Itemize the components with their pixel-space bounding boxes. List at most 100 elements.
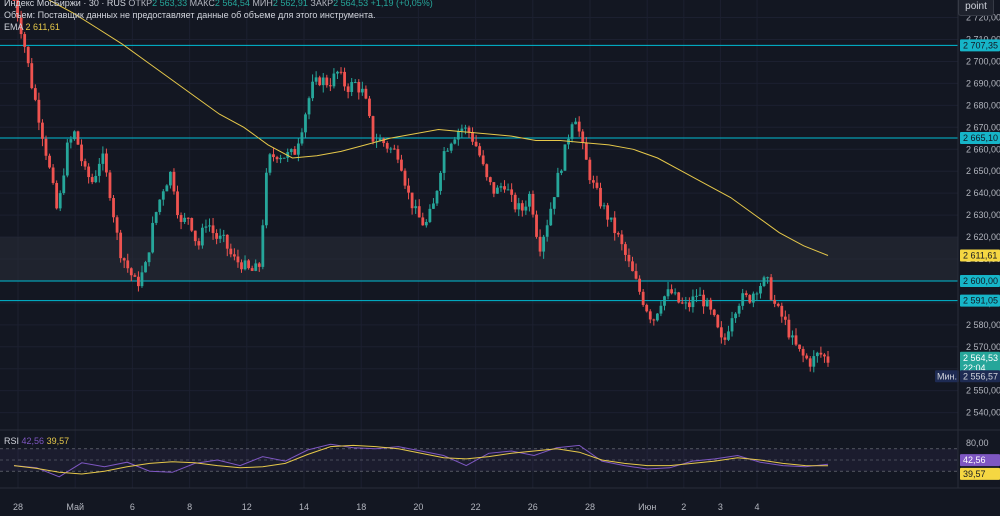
- x-tick-label: Май: [66, 502, 84, 512]
- candle-body: [12, 0, 16, 1]
- rsi-tick-label: 80,00: [966, 438, 989, 448]
- candle-body: [655, 313, 659, 321]
- ema-price-tag: [960, 249, 1000, 262]
- open-label: ОТКР: [128, 0, 153, 8]
- price-level-label: 2 665,10: [963, 133, 998, 143]
- candle-body: [48, 155, 51, 168]
- candle-body: [659, 305, 663, 314]
- candle-body: [652, 319, 656, 321]
- candle-body: [460, 128, 464, 132]
- candle-body: [339, 71, 343, 73]
- candle-body: [318, 77, 322, 86]
- candle-body: [812, 356, 816, 367]
- candle-body: [581, 131, 585, 143]
- candle-body: [560, 170, 563, 173]
- candle-body: [296, 143, 300, 155]
- y-tick-label: 2 580,00: [966, 320, 1000, 330]
- candle-body: [542, 236, 546, 252]
- candle-body: [76, 131, 80, 145]
- candle-body: [410, 192, 414, 209]
- candle-body: [780, 305, 784, 317]
- min-marker-label: 2 556,57: [963, 371, 998, 381]
- candle-body: [563, 144, 567, 171]
- candle-body: [254, 263, 258, 271]
- candle-body: [247, 260, 251, 269]
- candle-body: [62, 175, 66, 194]
- candle-body: [353, 82, 357, 84]
- candle-body: [744, 293, 748, 296]
- candle-body: [577, 121, 581, 132]
- x-tick-label: 14: [299, 502, 309, 512]
- y-tick-label: 2 670,00: [966, 122, 1000, 132]
- open-value: 2 563,33: [152, 0, 188, 8]
- candle-body: [467, 127, 471, 133]
- candle-body: [400, 159, 403, 171]
- candle-body: [392, 148, 396, 150]
- y-tick-label: 2 680,00: [966, 100, 1000, 110]
- candle-body: [421, 217, 425, 226]
- candle-body: [723, 337, 727, 340]
- candle-body: [798, 344, 801, 349]
- candle-body: [794, 335, 798, 345]
- candle-body: [648, 311, 652, 320]
- candle-body: [488, 177, 492, 183]
- candle-body: [314, 77, 318, 82]
- x-tick-label: 8: [187, 502, 192, 512]
- candle-body: [311, 81, 314, 99]
- ema-value: 2 611,61: [25, 22, 60, 32]
- candle-body: [325, 77, 329, 86]
- rsi-value-tag: [960, 454, 1000, 467]
- price-level-tag: [960, 274, 1000, 287]
- candle-body: [698, 294, 702, 296]
- y-tick-label: 2 620,00: [966, 232, 1000, 242]
- candle-body: [702, 294, 705, 307]
- candle-body: [588, 159, 592, 181]
- candle-body: [613, 217, 617, 234]
- candle-body: [513, 194, 517, 210]
- candle-body: [574, 121, 578, 125]
- candle-body: [623, 244, 627, 255]
- candle-body: [90, 177, 94, 183]
- candle-body: [122, 258, 126, 261]
- candle-body: [147, 252, 151, 263]
- x-tick-label: 4: [755, 502, 760, 512]
- x-tick-label: 18: [356, 502, 366, 512]
- candle-body: [293, 149, 297, 155]
- candle-body: [215, 233, 219, 239]
- candle-body: [275, 157, 279, 160]
- y-tick-label: 2 650,00: [966, 166, 1000, 176]
- ema-line: [48, 0, 829, 256]
- candle-body: [350, 82, 354, 92]
- candle-body: [137, 276, 140, 287]
- candle-body: [424, 221, 428, 226]
- min-marker-prefix: Мин.: [937, 371, 957, 381]
- candle-body: [161, 191, 165, 200]
- candle-body: [83, 161, 87, 167]
- x-tick-label: 20: [413, 502, 423, 512]
- candle-body: [73, 131, 76, 140]
- high-value: 2 564,54: [214, 0, 250, 8]
- price-level-tag: [960, 132, 1000, 145]
- rsi-value-label: 42,56: [963, 455, 986, 465]
- candle-body: [819, 352, 823, 355]
- candle-body: [158, 199, 162, 213]
- candle-body: [389, 148, 393, 150]
- point-button[interactable]: point: [958, 0, 994, 16]
- candle-body: [776, 303, 780, 306]
- candle-body: [204, 226, 208, 228]
- candle-body: [506, 189, 510, 191]
- close-label: ЗАКР: [310, 0, 334, 8]
- candle-body: [403, 170, 407, 186]
- rsi-band: [0, 448, 958, 472]
- candle-body: [115, 217, 119, 233]
- candle-body: [709, 299, 713, 310]
- candle-body: [517, 203, 521, 210]
- candle-body: [528, 193, 531, 207]
- candle-body: [755, 293, 759, 295]
- candle-body: [599, 187, 602, 207]
- candle-body: [97, 163, 101, 176]
- candle-body: [556, 172, 560, 198]
- candle-body: [321, 77, 325, 86]
- y-tick-label: 2 550,00: [966, 386, 1000, 396]
